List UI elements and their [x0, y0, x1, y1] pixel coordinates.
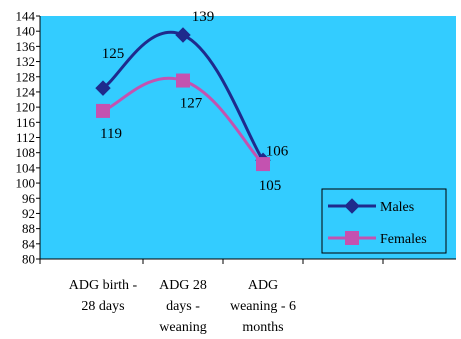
- data-point-males: [175, 27, 191, 43]
- y-tick-label: 136: [16, 39, 36, 54]
- y-tick-label: 132: [16, 54, 36, 69]
- y-tick-label: 92: [22, 206, 35, 221]
- y-tick-label: 112: [16, 130, 35, 145]
- legend-entry-males: Males: [380, 200, 414, 215]
- category-labels: ADG birth -28 days ADG 28 days -weaning ADG…: [69, 278, 296, 335]
- y-axis-ticks: 8084889296100104108112116120124128132136…: [16, 9, 40, 267]
- y-tick-label: 96: [22, 191, 36, 206]
- y-tick-label: 140: [16, 24, 36, 39]
- legend: Males Females: [321, 188, 447, 254]
- legend-marker-females: [345, 231, 359, 245]
- data-point-females: [96, 103, 110, 118]
- data-point-females: [176, 73, 190, 88]
- data-label-males: 125: [102, 46, 125, 62]
- y-tick-label: 84: [22, 236, 36, 251]
- data-point-females: [256, 157, 270, 172]
- data-labels: 125 139 106 119 127 105: [100, 9, 289, 194]
- data-label-females: 119: [100, 126, 122, 142]
- y-tick-label: 124: [16, 84, 36, 99]
- data-label-males: 106: [266, 143, 289, 159]
- data-label-males: 139: [192, 9, 215, 25]
- y-tick-label: 88: [22, 221, 35, 236]
- x-category-label: ADG birth -28 days: [69, 278, 138, 314]
- legend-marker-males: [344, 198, 360, 214]
- y-tick-label: 120: [16, 100, 36, 115]
- y-tick-label: 104: [16, 160, 36, 175]
- legend-box: [321, 188, 447, 254]
- legend-entry-females: Females: [380, 232, 427, 247]
- data-label-females: 105: [259, 178, 282, 194]
- y-tick-label: 144: [16, 9, 36, 24]
- y-tick-label: 116: [16, 115, 36, 130]
- y-tick-label: 108: [16, 145, 36, 160]
- data-point-males: [95, 80, 111, 96]
- x-axis-ticks: [39, 259, 384, 264]
- series-layer: [95, 27, 271, 172]
- y-tick-label: 128: [16, 69, 36, 84]
- y-tick-label: 100: [16, 176, 36, 191]
- x-category-label: ADG weaning - 6 months: [230, 278, 296, 335]
- data-label-females: 127: [180, 96, 203, 112]
- y-tick-label: 80: [22, 252, 35, 267]
- x-category-label: ADG 28 days -weaning: [159, 278, 207, 335]
